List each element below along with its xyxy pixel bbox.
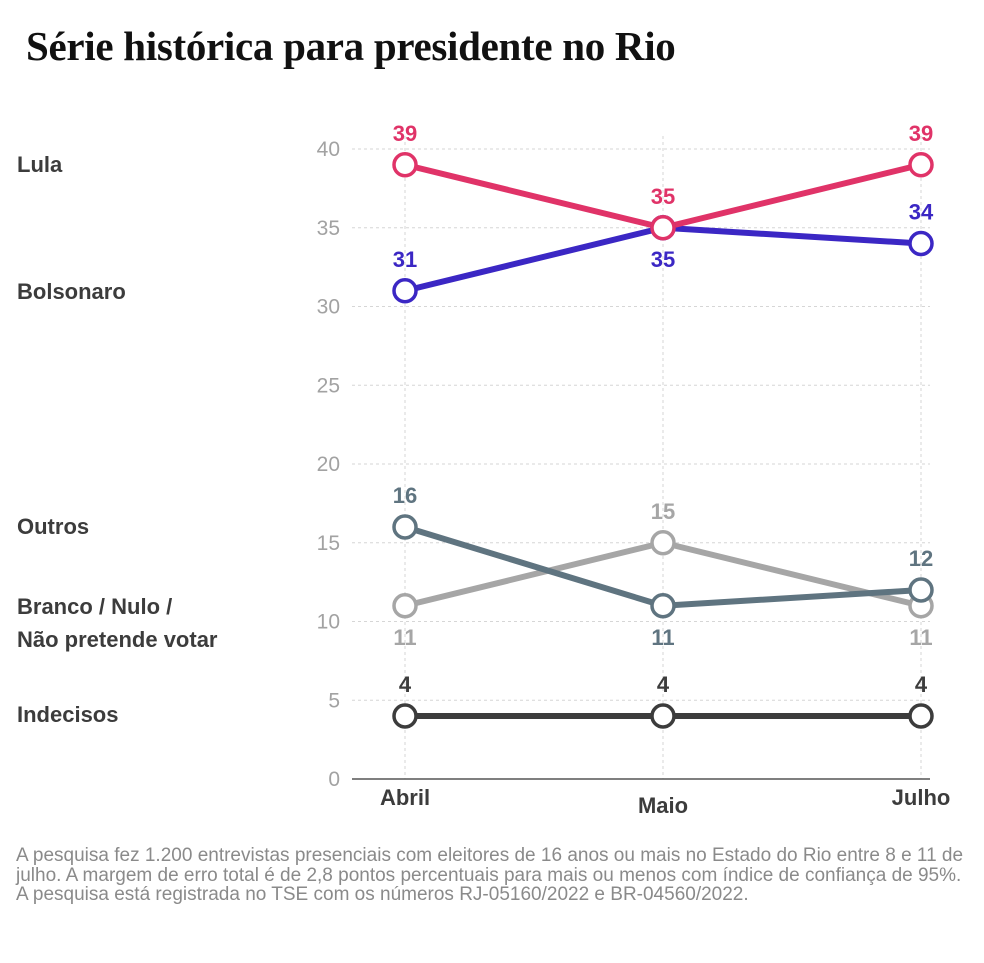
data-label: 39 (909, 121, 933, 146)
series-name-label: Branco / Nulo / (17, 594, 172, 619)
x-tick-label: Julho (892, 785, 951, 810)
data-point (908, 577, 934, 603)
data-label: 4 (399, 672, 412, 697)
y-tick-label: 40 (317, 138, 340, 161)
footnote: A pesquisa fez 1.200 entrevistas presenc… (16, 845, 964, 905)
data-point (392, 278, 418, 304)
data-label: 31 (393, 247, 417, 272)
data-point (908, 152, 934, 178)
data-label: 12 (909, 546, 933, 571)
series-name-label: Indecisos (17, 702, 118, 727)
data-label: 39 (393, 121, 417, 146)
series-name-label: Bolsonaro (17, 279, 126, 304)
series-name-label: Lula (17, 152, 63, 177)
y-tick-label: 25 (317, 374, 340, 397)
data-label: 35 (651, 184, 675, 209)
chart-axes: 0 5 10 15 20 25 30 35 40 Abril Maio Julho (317, 138, 951, 818)
chart-title: Série histórica para presidente no Rio (26, 23, 676, 69)
data-point (392, 593, 418, 619)
y-tick-label: 15 (317, 532, 340, 555)
data-label: 11 (909, 625, 932, 650)
data-label: 11 (651, 625, 674, 650)
y-tick-label: 5 (328, 689, 340, 712)
data-label: 15 (651, 499, 675, 524)
data-point (392, 152, 418, 178)
legend-labels: Lula Bolsonaro Outros Branco / Nulo / Não pr… (17, 152, 218, 727)
data-point (650, 703, 676, 729)
y-tick-label: 20 (317, 453, 340, 476)
data-point (392, 703, 418, 729)
data-point (908, 703, 934, 729)
y-tick-label: 0 (328, 768, 340, 791)
y-tick-label: 10 (317, 611, 340, 634)
data-point (650, 530, 676, 556)
series-name-label: Outros (17, 514, 89, 539)
data-point (908, 230, 934, 257)
y-tick-label: 30 (317, 296, 340, 319)
data-label: 4 (657, 672, 670, 697)
data-label: 11 (393, 625, 416, 650)
chart-series: 11 15 11 16 11 12 4 4 4 31 35 34 39 35 39 (392, 121, 934, 729)
data-label: 34 (909, 200, 934, 225)
data-point (650, 593, 676, 619)
data-point (392, 514, 418, 540)
data-label: 35 (651, 247, 675, 272)
series-name-label: Não pretende votar (17, 627, 218, 652)
data-label: 16 (393, 483, 417, 508)
x-tick-label: Maio (638, 793, 688, 818)
x-tick-label: Abril (380, 785, 430, 810)
y-tick-label: 35 (317, 217, 340, 240)
data-point (650, 215, 676, 241)
data-label: 4 (915, 672, 928, 697)
